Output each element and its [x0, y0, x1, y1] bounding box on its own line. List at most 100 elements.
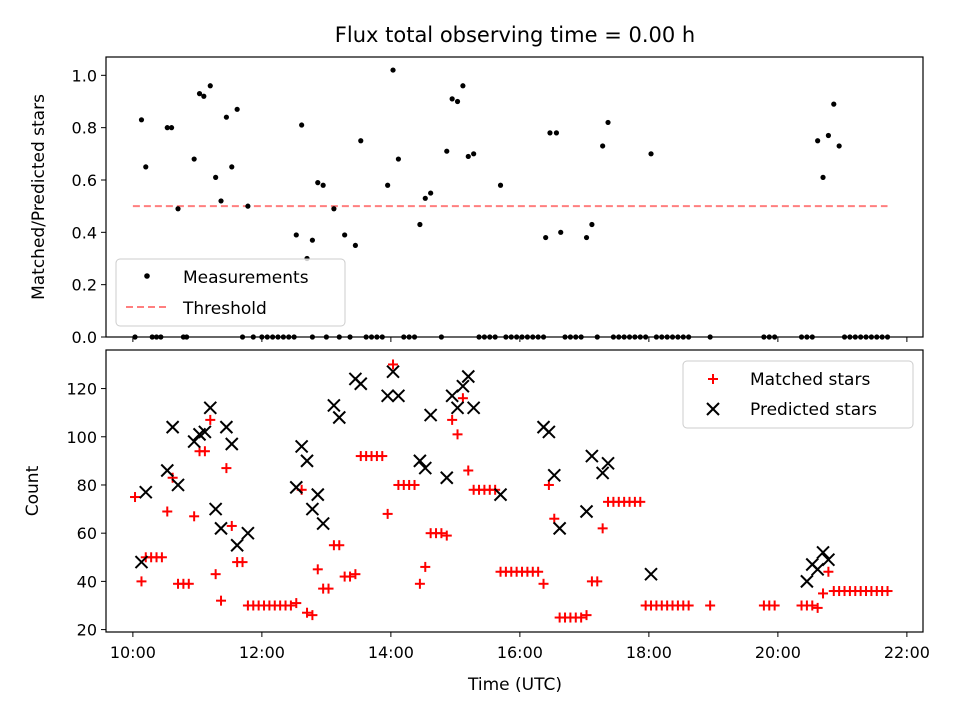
matched-star-point	[597, 523, 608, 534]
measurement-point	[547, 130, 553, 136]
measurement-point	[825, 132, 832, 139]
predicted-star-point	[230, 538, 244, 552]
bottom-y-tick-label: 60	[77, 524, 97, 543]
predicted-star-point	[552, 521, 567, 536]
top-y-tick-label: 0.2	[72, 276, 97, 295]
matched-star-point	[221, 463, 232, 474]
measurement-point	[460, 83, 466, 89]
measurement-point	[471, 151, 477, 157]
legend-predicted-marker	[706, 402, 720, 416]
predicted-star-point	[542, 425, 556, 439]
matched-star-point	[291, 598, 302, 609]
measurement-point	[315, 180, 321, 186]
matched-star-point	[302, 607, 313, 618]
predicted-star-point	[423, 408, 438, 422]
bottom-x-ticks: 10:00 12:00 14:00 16:00 18:00 20:00 22:00	[110, 632, 930, 662]
matched-star-point	[823, 566, 834, 577]
top-y-tick-label: 1.0	[72, 66, 97, 85]
predicted-star-point	[198, 425, 212, 439]
matched-star-point	[414, 578, 425, 589]
top-legend-box	[115, 258, 346, 327]
figure-title: Flux total observing time = 0.00 h	[335, 23, 695, 47]
predicted-star-point	[595, 466, 610, 480]
predicted-star-point	[461, 369, 475, 384]
measurement-point	[175, 206, 181, 212]
matched-star-point	[189, 511, 200, 522]
measurement-point	[213, 174, 219, 180]
bottom-x-tick-label: 14:00	[368, 643, 414, 662]
predicted-star-point	[160, 463, 174, 478]
matched-star-point	[576, 612, 587, 623]
predicted-star-point	[203, 401, 217, 415]
bottom-y-tick-label: 120	[66, 380, 97, 399]
predicted-star-point	[386, 364, 400, 379]
measurement-point	[191, 156, 197, 162]
measurement-point	[815, 138, 821, 144]
matched-star-point	[156, 552, 167, 563]
bottom-x-tick-label: 12:00	[239, 643, 285, 662]
predicted-star-point	[816, 545, 830, 560]
bottom-y-ticks: 20 40 60 80 100 120	[66, 380, 106, 640]
predicted-star-point	[219, 420, 234, 434]
predicted-star-point	[493, 487, 508, 502]
measurement-point	[583, 234, 590, 241]
matched-star-point	[334, 540, 345, 551]
measurement-point	[543, 234, 549, 241]
matched-star-point	[323, 583, 334, 594]
measurement-point	[320, 182, 326, 188]
legend-threshold-label: Threshold	[182, 299, 267, 319]
measurement-point	[299, 122, 305, 128]
measurement-point	[342, 232, 348, 238]
predicted-star-point	[800, 574, 814, 589]
predicted-star-point	[821, 552, 836, 567]
measurement-point	[444, 148, 450, 154]
measurement-point	[201, 93, 207, 99]
measurement-point	[390, 67, 396, 73]
predicted-star-point	[601, 456, 615, 470]
predicted-star-point	[413, 454, 427, 468]
bottom-y-axis-label: Count	[23, 465, 43, 516]
measurement-point	[422, 195, 428, 201]
matched-star-point	[538, 578, 549, 589]
measurement-point	[497, 182, 504, 188]
predicted-star-point	[354, 377, 368, 391]
legend-measurements-label: Measurements	[183, 268, 309, 288]
matched-star-point	[463, 465, 474, 476]
matched-star-point	[818, 588, 829, 599]
predicted-star-point	[440, 471, 454, 485]
top-y-tick-label: 0.0	[72, 328, 97, 347]
bottom-panel-count-plot: 10:00 12:00 14:00 16:00 18:00 20:00 22:00 20 40…	[23, 349, 930, 695]
matched-star-point	[130, 492, 141, 503]
predicted-star-point	[450, 401, 465, 415]
measurement-point	[465, 153, 471, 160]
top-y-tick-label: 0.6	[72, 171, 97, 190]
bottom-x-tick-label: 16:00	[497, 643, 543, 662]
measurement-point	[385, 182, 391, 188]
predicted-star-point	[644, 567, 658, 581]
matched-star-point	[183, 578, 194, 589]
predicted-star-point	[208, 502, 223, 516]
matched-star-point	[237, 557, 248, 568]
predicted-star-point	[139, 485, 153, 499]
measurement-point	[600, 143, 606, 149]
matched-star-point	[409, 479, 420, 490]
measurement-point	[648, 151, 654, 157]
bottom-x-tick-label: 22:00	[884, 643, 930, 662]
measurement-point	[395, 156, 401, 162]
predicted-star-point	[225, 437, 239, 451]
measurement-point	[558, 229, 564, 235]
top-y-tick-label: 0.4	[72, 223, 97, 242]
measurement-point	[223, 114, 229, 120]
legend-matched-label: Matched stars	[750, 370, 870, 390]
matched-star-point	[216, 595, 227, 606]
matched-star-point	[812, 602, 823, 613]
predicted-star-point	[300, 454, 314, 468]
matched-star-point	[167, 472, 178, 483]
top-x-ticks	[132, 337, 908, 342]
top-plot-frame	[105, 56, 924, 338]
measurement-point	[138, 117, 145, 123]
matched-star-point	[436, 528, 447, 539]
matched-star-point	[388, 359, 399, 370]
matched-star-point	[162, 506, 173, 517]
